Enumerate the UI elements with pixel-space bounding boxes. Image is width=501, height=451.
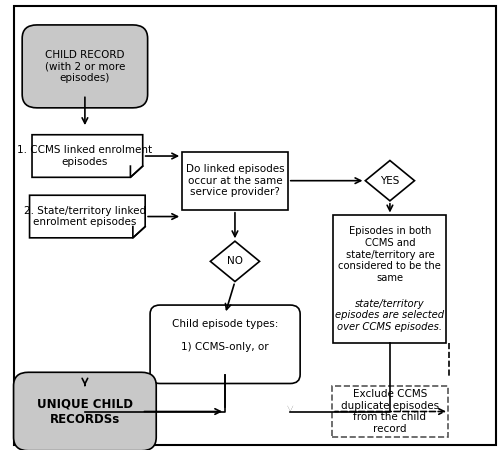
Text: Do linked episodes
occur at the same
service provider?: Do linked episodes occur at the same ser… [185,164,284,197]
Bar [182,152,287,210]
Polygon shape [32,135,142,177]
FancyBboxPatch shape [150,305,300,383]
Text: 1. CCMS linked enrolment
episodes: 1. CCMS linked enrolment episodes [18,145,152,167]
Polygon shape [365,161,414,201]
Polygon shape [30,195,145,238]
Bar [332,386,447,437]
Polygon shape [210,241,259,281]
Text: Episodes in both
CCMS and
state/territory are
considered to be the
same: Episodes in both CCMS and state/territor… [338,226,440,283]
Text: NO: NO [226,256,242,267]
Bar [333,216,445,343]
Text: state/territory
episodes are selected
over CCMS episodes.: state/territory episodes are selected ov… [335,299,443,332]
Text: 2. State/territory linked
enrolment episodes: 2. State/territory linked enrolment epis… [24,206,146,227]
Text: Child episode types:

1) CCMS-only, or: Child episode types: 1) CCMS-only, or [171,319,278,352]
Text: Exclude CCMS
duplicate episodes
from the child
record: Exclude CCMS duplicate episodes from the… [340,389,438,434]
Text: YES: YES [379,176,399,186]
FancyBboxPatch shape [14,6,494,445]
Text: UNIQUE CHILD
RECORDSs: UNIQUE CHILD RECORDSs [37,397,133,425]
Text: CHILD RECORD
(with 2 or more
episodes): CHILD RECORD (with 2 or more episodes) [45,50,125,83]
FancyBboxPatch shape [14,372,156,451]
FancyBboxPatch shape [22,25,147,108]
